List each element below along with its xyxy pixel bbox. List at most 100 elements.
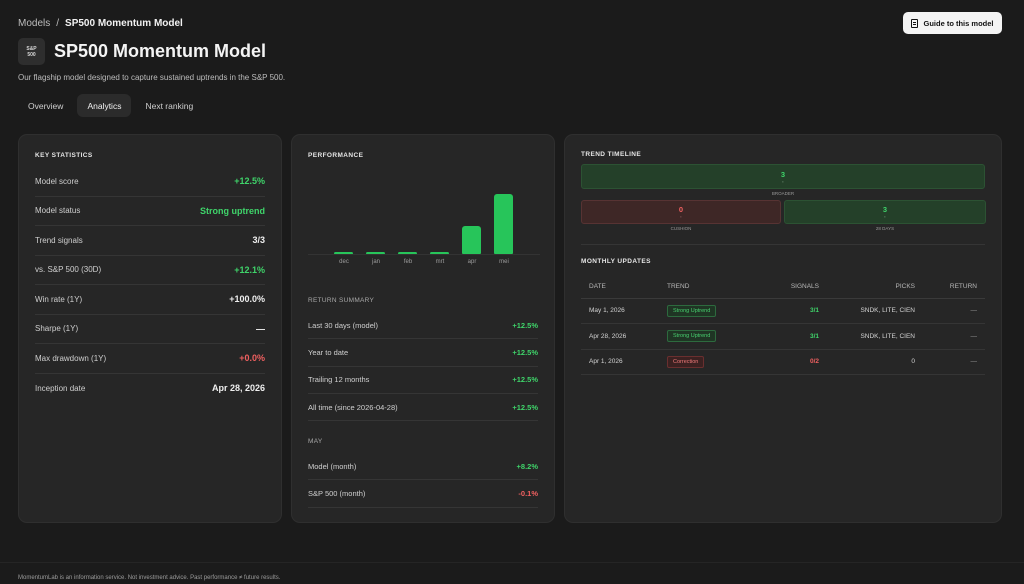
stat-row: Inception date Apr 28, 2026 — [35, 374, 265, 404]
stat-value: +100.0% — [229, 294, 265, 305]
timeline-28days-tick: ▪ — [884, 214, 886, 219]
breadcrumb-current: SP500 Momentum Model — [65, 17, 183, 29]
update-signals: 3/1 — [767, 323, 819, 350]
stat-label: Model status — [35, 206, 81, 216]
update-trend-cell: Strong Uptrend — [667, 298, 767, 324]
update-trend-cell: Correction — [667, 349, 767, 375]
stat-label: vs. S&P 500 (30D) — [35, 265, 102, 275]
stat-label: Win rate (1Y) — [35, 294, 83, 304]
guide-button[interactable]: Guide to this model — [903, 12, 1002, 34]
book-icon — [911, 18, 919, 28]
return-summary-label: RETURN SUMMARY — [308, 297, 375, 304]
footer-disclaimer: MomentumLab is an information service. N… — [18, 575, 281, 581]
chart-bar-dec — [334, 251, 353, 254]
col-signals: SIGNALS — [767, 275, 819, 299]
tab-overview[interactable]: Overview — [28, 100, 64, 111]
table-row[interactable]: Apr 28, 2026 Strong Uptrend 3/1 SNDK, LITE,… — [581, 323, 985, 350]
table-row[interactable]: Apr 1, 2026 Correction 0/2 0— — [581, 349, 985, 375]
col-trend: TREND — [667, 275, 767, 299]
timeline-broader-tick: ▪ — [782, 178, 784, 184]
footer-divider — [0, 562, 1024, 563]
timeline-28days-bar[interactable]: 3 ▪ — [784, 200, 986, 224]
return-summary-value: +12.5% — [512, 347, 538, 357]
timeline-divider — [581, 244, 985, 245]
chart-x-label: jan — [371, 259, 380, 265]
key-statistics-heading: KEY STATISTICS — [35, 152, 93, 159]
tab-analytics[interactable]: Analytics — [77, 94, 132, 117]
stat-value: — — [256, 323, 265, 334]
table-row[interactable]: May 1, 2026 Strong Uptrend 3/1 SNDK, LITE, … — [581, 298, 985, 324]
stat-label: Inception date — [35, 383, 86, 393]
monthly-updates-body: May 1, 2026 Strong Uptrend 3/1 SNDK, LITE, … — [581, 298, 985, 375]
update-picks: SNDK, LITE, CIEN — [819, 323, 915, 350]
update-picks: 0 — [819, 349, 915, 375]
key-statistics-card: KEY STATISTICS Model score +12.5% Model st… — [18, 134, 282, 523]
stat-row: Model score +12.5% — [35, 167, 265, 197]
performance-card: PERFORMANCE dec jan feb mrt apr mei RETURN SU… — [291, 134, 555, 523]
stat-value: 3/3 — [252, 235, 265, 246]
stat-row: vs. S&P 500 (30D) +12.1% — [35, 256, 265, 285]
page-title: SP500 Momentum Model — [54, 41, 267, 61]
chart-x-label: mrt — [435, 259, 445, 265]
update-signals: 3/1 — [767, 298, 819, 324]
col-picks: PICKS — [819, 275, 915, 299]
timeline-cushion-bar[interactable]: 0 ▪ — [581, 200, 781, 224]
sp500-logo: S&P 500 — [18, 38, 45, 65]
return-summary-list: Last 30 days (model) +12.5% Year to date +1… — [308, 312, 538, 422]
stat-row: Model status Strong uptrend — [35, 197, 265, 226]
stat-label: Model score — [35, 176, 79, 186]
return-summary-row: Trailing 12 months +12.5% — [308, 367, 538, 394]
stat-label: Trend signals — [35, 235, 83, 245]
return-summary-label: Trailing 12 months — [308, 375, 370, 385]
guide-button-label: Guide to this model — [923, 18, 994, 28]
month-return-value: -0.1% — [518, 488, 538, 498]
page-header: Models / SP500 Momentum Model Guide to t… — [18, 12, 1002, 117]
update-date: Apr 1, 2026 — [581, 349, 667, 375]
month-return-label: S&P 500 (month) — [308, 488, 366, 498]
monthly-updates-heading: MONTHLY UPDATES — [581, 258, 651, 265]
return-summary-label: Year to date — [308, 347, 349, 357]
title-row: S&P 500 SP500 Momentum Model — [18, 38, 266, 65]
return-summary-value: +12.5% — [512, 402, 538, 412]
timeline-28days-caption: 28 DAYS — [875, 226, 895, 231]
trend-badge: Strong Uptrend — [667, 330, 717, 343]
update-date: May 1, 2026 — [581, 298, 667, 324]
return-summary-value: +12.5% — [512, 375, 538, 385]
timeline-cushion-tick: ▪ — [680, 214, 682, 219]
key-statistics-list: Model score +12.5% Model status Strong uptr… — [35, 167, 265, 403]
stat-label: Sharpe (1Y) — [35, 324, 79, 334]
return-summary-value: +12.5% — [512, 320, 538, 330]
chart-bar-mrt — [430, 251, 449, 254]
stat-row: Win rate (1Y) +100.0% — [35, 285, 265, 315]
performance-bar-chart: dec jan feb mrt apr mei — [308, 181, 540, 265]
stat-label: Max drawdown (1Y) — [35, 353, 107, 363]
stat-value: +12.5% — [234, 176, 265, 187]
trend-timeline-card: TREND TIMELINE 3 ▪ BROADER 0 ▪ CUSHION 3… — [564, 134, 1002, 523]
month-return-label: Model (month) — [308, 461, 357, 471]
month-return-value: +8.2% — [516, 461, 538, 471]
table-header-row: DATE TREND SIGNALS PICKS RETURN — [581, 275, 985, 299]
stat-value: +12.1% — [234, 264, 265, 275]
trend-badge: Correction — [667, 355, 705, 368]
return-summary-row: Year to date +12.5% — [308, 339, 538, 367]
timeline-cushion-caption: CUSHION — [670, 226, 692, 231]
chart-x-label: apr — [467, 259, 477, 265]
page-subtitle: Our flagship model designed to capture s… — [18, 73, 286, 82]
chart-x-label: dec — [339, 259, 349, 265]
return-summary-row: Last 30 days (model) +12.5% — [308, 312, 538, 340]
stat-value: Strong uptrend — [200, 205, 265, 216]
chart-bar-apr — [462, 226, 481, 254]
performance-heading: PERFORMANCE — [308, 152, 364, 159]
logo-line-2: 500 — [27, 51, 36, 58]
update-trend-cell: Strong Uptrend — [667, 323, 767, 350]
chart-x-label: feb — [403, 259, 413, 265]
breadcrumb-root[interactable]: Models — [18, 17, 51, 29]
timeline-28days-value: 3 — [882, 205, 888, 214]
timeline-broader-bar[interactable]: 3 ▪ — [581, 164, 985, 189]
logo-line-1: S&P — [26, 45, 37, 52]
update-return: — — [915, 349, 985, 375]
tab-next-ranking[interactable]: Next ranking — [145, 100, 194, 111]
return-summary-label: Last 30 days (model) — [308, 320, 379, 330]
trend-timeline-heading: TREND TIMELINE — [581, 151, 642, 158]
stat-row: Sharpe (1Y) — — [35, 315, 265, 344]
